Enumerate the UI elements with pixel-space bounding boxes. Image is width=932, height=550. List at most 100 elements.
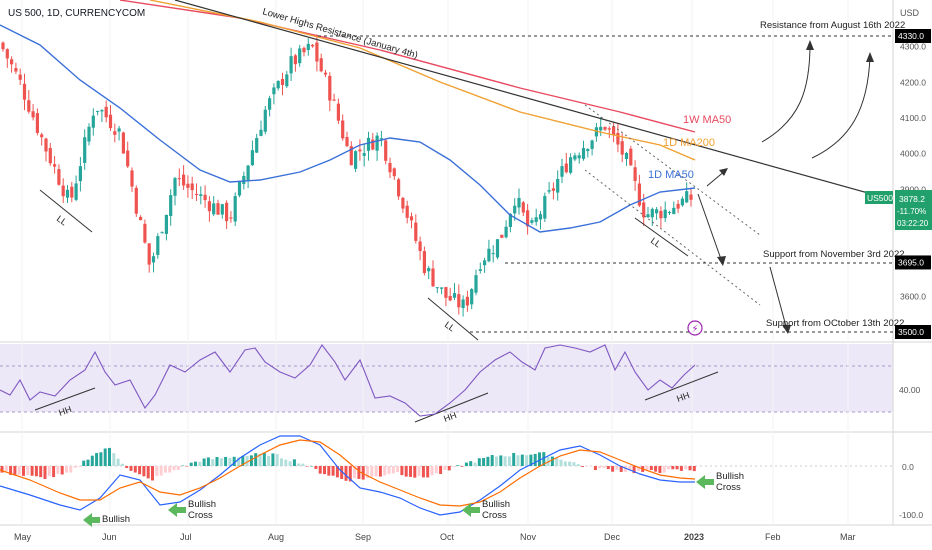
macd-hist-bar xyxy=(151,466,154,481)
rsi-band xyxy=(0,344,893,412)
macd-hist-bar xyxy=(482,458,486,466)
macd-hist-bar xyxy=(538,452,541,466)
symbol-label: US 500, 1D, CURRENCYCOM xyxy=(8,8,145,19)
macd-hist-bar xyxy=(602,466,606,468)
candle-body xyxy=(164,214,168,234)
macd-hist-bar xyxy=(181,465,185,467)
macd-hist-bar xyxy=(327,466,331,476)
candle-body xyxy=(216,203,220,215)
macd-hist-bar xyxy=(366,466,369,479)
candle-body xyxy=(655,209,659,214)
candle-body xyxy=(624,152,629,160)
candle-body xyxy=(65,189,70,198)
candle-body xyxy=(384,140,388,161)
macd-hist-bar xyxy=(245,455,249,466)
candle-body xyxy=(285,74,289,87)
macd-hist-bar xyxy=(340,466,344,479)
candle-body xyxy=(27,100,31,112)
candle-body xyxy=(10,59,14,65)
candle-body xyxy=(332,99,336,101)
candle-body xyxy=(156,236,160,255)
bullish-cross-label-4b: Cross xyxy=(716,482,741,493)
event-marker-icon[interactable] xyxy=(687,320,703,336)
macd-tick-neg100: -100.0 xyxy=(899,510,923,520)
macd-hist-bar xyxy=(176,466,180,470)
symbol-badge-label: US500 xyxy=(867,193,893,203)
time-tick: Aug xyxy=(268,532,284,542)
macd-hist-bar xyxy=(589,466,593,467)
candle-body xyxy=(534,217,538,223)
candle-body xyxy=(272,87,276,95)
candle-body xyxy=(663,209,667,219)
macd-hist-bar xyxy=(323,466,326,475)
candle-body xyxy=(461,299,465,309)
macd-hist-bar xyxy=(383,466,387,476)
candle-body xyxy=(521,202,525,213)
candle-body xyxy=(117,128,121,132)
macd-hist-bar xyxy=(684,466,688,470)
candle-body xyxy=(48,148,52,164)
candle-body xyxy=(465,296,469,306)
lower-highs-resistance-line xyxy=(174,0,894,201)
price-tick: 3900.0 xyxy=(900,184,926,194)
candle-body xyxy=(414,222,418,241)
macd-hist-bar xyxy=(189,462,193,466)
candle-body xyxy=(233,196,237,222)
macd-hist-bar xyxy=(456,465,460,466)
macd-hist-bar xyxy=(95,453,99,466)
macd-hist-bar xyxy=(533,453,537,466)
candle-body xyxy=(487,248,491,262)
time-tick: Dec xyxy=(604,532,621,542)
macd-hist-bar xyxy=(426,466,430,478)
candle-body xyxy=(371,139,375,150)
candle-body xyxy=(444,287,448,298)
arrowhead-2 xyxy=(866,52,874,62)
time-tick: Mar xyxy=(840,532,856,542)
hh-line-2 xyxy=(414,392,489,423)
candle-body xyxy=(495,239,500,258)
ma-1w-50-label: 1W MA50 xyxy=(683,114,731,126)
macd-hist-bar xyxy=(563,461,567,466)
candle-body xyxy=(650,208,654,218)
macd-hist-bar xyxy=(211,459,215,466)
candle-body xyxy=(405,205,409,218)
macd-hist-bar xyxy=(507,456,511,466)
macd-hist-bar xyxy=(159,466,163,476)
bullish-cross-label-3b: Cross xyxy=(482,510,507,521)
candle-body xyxy=(276,81,280,89)
candle-body xyxy=(74,183,78,200)
macd-hist-bar xyxy=(585,466,589,467)
macd-hist-bar xyxy=(146,466,150,479)
macd-hist-bar xyxy=(30,466,34,476)
macd-hist-bar xyxy=(542,452,546,466)
macd-hist-bar xyxy=(288,461,292,466)
macd-hist-bar xyxy=(138,466,142,475)
candle-body xyxy=(427,268,431,272)
macd-hist-bar xyxy=(550,456,554,466)
candle-body xyxy=(388,162,392,173)
macd-hist-bar xyxy=(636,466,640,471)
macd-hist-bar xyxy=(404,466,408,477)
candle-body xyxy=(491,253,495,255)
candle-body xyxy=(392,168,396,177)
candle-body xyxy=(207,201,211,212)
macd-hist-bar xyxy=(60,466,64,475)
macd-hist-bar xyxy=(400,466,404,476)
macd-hist-bar xyxy=(593,466,597,471)
candle-body xyxy=(517,197,521,208)
macd-hist-bar xyxy=(301,463,305,466)
macd-hist-bar xyxy=(520,454,524,466)
candle-body xyxy=(401,197,405,209)
macd-hist-bar xyxy=(90,455,94,466)
macd-hist-bar xyxy=(581,466,584,467)
candle-body xyxy=(349,146,353,166)
candle-body xyxy=(620,141,624,155)
candle-body xyxy=(422,251,426,274)
candle-body xyxy=(31,111,35,118)
candle-body xyxy=(336,103,340,121)
candle-body xyxy=(259,129,263,136)
support-nov-label: Support from November 3rd 2022 xyxy=(763,249,905,260)
price-tick: 4100.0 xyxy=(900,113,926,123)
macd-hist-bar xyxy=(495,456,498,466)
